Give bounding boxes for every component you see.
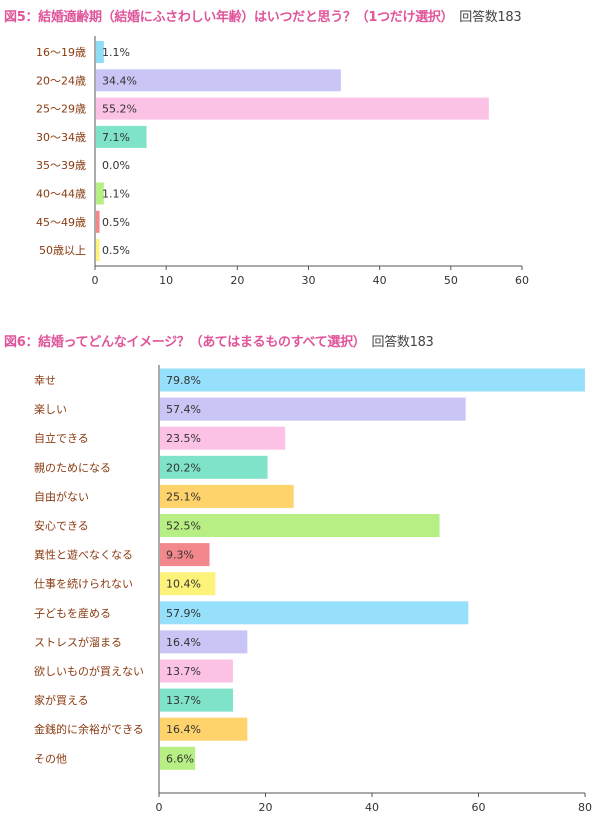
- chart6-bar: [160, 717, 248, 741]
- chart5-category-label: 45〜49歳: [36, 216, 86, 229]
- chart6-respondents: 回答数183: [371, 335, 434, 350]
- chart6-category-label: 楽しい: [34, 403, 67, 416]
- chart5-value-label: 0.0%: [102, 159, 130, 172]
- chart6-bar: [160, 426, 286, 450]
- chart6-category-label: 異性と遊べなくなる: [34, 548, 133, 562]
- chart5-category-label: 40〜44歳: [36, 188, 86, 201]
- chart6-category-label: 親のためになる: [34, 461, 111, 474]
- chart6-bar: [160, 572, 216, 596]
- chart6-value-label: 57.9%: [166, 607, 201, 620]
- chart5-value-label: 0.5%: [102, 244, 130, 257]
- chart5-value-label: 55.2%: [102, 103, 137, 116]
- chart6-category-label: その他: [34, 752, 67, 765]
- chart6-value-label: 6.6%: [166, 752, 194, 765]
- chart6-category-label: 仕事を続けられない: [34, 577, 133, 591]
- chart5-category-label: 20〜24歳: [36, 74, 86, 87]
- chart5-value-label: 1.1%: [102, 188, 130, 201]
- chart6-value-label: 10.4%: [166, 578, 201, 591]
- chart5-title-text: 図5：結婚適齢期（結婚にふさわしい年齢）はいつだと思う？（1つだけ選択）: [4, 10, 454, 25]
- chart6-bar: [160, 746, 196, 770]
- chart6-category-label: 金銭的に余裕ができる: [34, 722, 144, 736]
- chart5-category-label: 16〜19歳: [36, 46, 86, 59]
- chart5-value-label: 1.1%: [102, 46, 130, 59]
- chart6-x-tick-label: 40: [365, 801, 379, 814]
- chart5-x-tick-label: 40: [373, 274, 387, 287]
- chart6-bar: [160, 688, 233, 712]
- chart5-value-label: 7.1%: [102, 131, 130, 144]
- chart5-category-label: 30〜34歳: [36, 131, 86, 144]
- chart5-value-label: 0.5%: [102, 216, 130, 229]
- chart6-bar: [160, 659, 233, 683]
- chart6-bar: [160, 514, 440, 537]
- chart5-category-label: 25〜29歳: [36, 103, 86, 116]
- chart6-bar: [160, 601, 469, 625]
- chart5-respondents: 回答数183: [459, 10, 522, 25]
- chart6-value-label: 79.8%: [166, 374, 201, 387]
- chart6-value-label: 9.3%: [166, 549, 194, 562]
- chart6-value-label: 52.5%: [166, 520, 201, 533]
- chart6-x-tick-label: 80: [578, 801, 592, 814]
- chart5-x-tick-label: 10: [159, 274, 173, 287]
- chart6-x-tick-label: 20: [259, 801, 273, 814]
- chart6-x-tick-label: 0: [156, 801, 163, 814]
- chart5-category-label: 50歳以上: [39, 244, 86, 257]
- chart5-category-label: 35〜39歳: [36, 159, 86, 172]
- chart6-category-label: 欲しいものが買えない: [34, 664, 144, 678]
- chart6-category-label: 子どもを産める: [34, 607, 111, 620]
- chart6-category-label: 安心できる: [34, 519, 89, 533]
- chart6-bar: [160, 368, 585, 392]
- chart6-category-label: 家が買える: [34, 693, 89, 707]
- chart6-category-label: 自立できる: [34, 431, 89, 445]
- chart6-bar: [160, 484, 294, 508]
- chart5-bar: [96, 239, 100, 262]
- chart5-bar: [96, 182, 104, 205]
- chart6-value-label: 16.4%: [166, 723, 201, 736]
- chart5-plot: 0 10 20 30 40 50 60 16〜19歳 1.1% 20〜24歳 34.4% 25〜29歳…: [36, 36, 529, 287]
- chart5-bar: [96, 97, 489, 120]
- chart6-bar: [160, 543, 210, 567]
- chart6-value-label: 13.7%: [166, 665, 201, 678]
- chart6-category-label: ストレスが溜まる: [34, 635, 122, 649]
- chart5-value-label: 34.4%: [102, 74, 137, 87]
- chart5-x-tick-label: 50: [444, 274, 458, 287]
- chart6-category-label: 幸せ: [34, 374, 56, 387]
- chart6-title: 図6：結婚ってどんなイメージ？（あてはまるものすべて選択） 回答数183: [4, 331, 434, 350]
- chart5-bar: [96, 41, 104, 63]
- chart6-value-label: 16.4%: [166, 636, 201, 649]
- chart5-bar: [96, 210, 100, 233]
- chart6-value-label: 25.1%: [166, 490, 201, 503]
- chart6-bar: [160, 455, 268, 479]
- chart6-value-label: 13.7%: [166, 694, 201, 707]
- chart5-bar: [96, 125, 147, 148]
- chart6-bar: [160, 630, 248, 654]
- chart6-category-label: 自由がない: [34, 489, 89, 503]
- chart6-value-label: 57.4%: [166, 403, 201, 416]
- chart5-x-tick-label: 20: [230, 274, 244, 287]
- chart5-bar: [96, 69, 341, 92]
- chart5-x-tick-label: 0: [92, 274, 99, 287]
- chart6-value-label: 23.5%: [166, 432, 201, 445]
- chart5-title: 図5：結婚適齢期（結婚にふさわしい年齢）はいつだと思う？（1つだけ選択） 回答数1…: [4, 6, 522, 25]
- chart6-bar: [160, 397, 466, 421]
- chart6-title-text: 図6：結婚ってどんなイメージ？（あてはまるものすべて選択）: [4, 335, 366, 350]
- chart6-x-tick-label: 60: [472, 801, 486, 814]
- chart5-x-tick-label: 30: [302, 274, 316, 287]
- chart5-x-tick-label: 60: [515, 274, 529, 287]
- chart6-value-label: 20.2%: [166, 461, 201, 474]
